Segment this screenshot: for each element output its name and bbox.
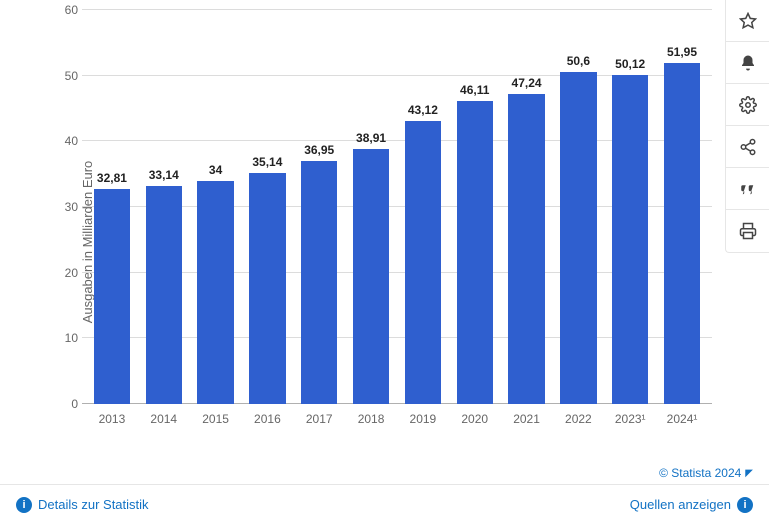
bar-slot: 50,12 xyxy=(604,10,656,404)
y-tick-label: 40 xyxy=(52,134,78,148)
bar[interactable] xyxy=(560,72,596,404)
bar-slot: 38,91 xyxy=(345,10,397,404)
y-tick-label: 20 xyxy=(52,266,78,280)
y-tick-label: 10 xyxy=(52,331,78,345)
info-icon: i xyxy=(16,497,32,513)
bar[interactable] xyxy=(353,149,389,405)
quote-icon xyxy=(739,180,757,198)
bar[interactable] xyxy=(457,101,493,404)
bar-value-label: 47,24 xyxy=(512,76,542,90)
bar-value-label: 32,81 xyxy=(97,171,127,185)
bar-slot: 36,95 xyxy=(293,10,345,404)
bar-slot: 35,14 xyxy=(241,10,293,404)
y-tick-label: 0 xyxy=(52,397,78,411)
bar-slot: 46,11 xyxy=(449,10,501,404)
x-tick-label: 2020 xyxy=(449,404,501,434)
y-tick-label: 30 xyxy=(52,200,78,214)
x-tick-label: 2017 xyxy=(293,404,345,434)
bar-value-label: 38,91 xyxy=(356,131,386,145)
bar-slot: 43,12 xyxy=(397,10,449,404)
bar-slot: 47,24 xyxy=(501,10,553,404)
info-icon: i xyxy=(737,497,753,513)
gear-icon xyxy=(739,96,757,114)
plot-area: 32,81 33,14 34 35,14 36,95 38,91 43,12 46,11 47,… xyxy=(52,10,712,434)
bar-slot: 34 xyxy=(190,10,242,404)
bar[interactable] xyxy=(249,173,285,404)
bar-value-label: 33,14 xyxy=(149,168,179,182)
bar[interactable] xyxy=(146,186,182,404)
notify-button[interactable] xyxy=(726,42,769,84)
bar-value-label: 50,12 xyxy=(615,57,645,71)
bar[interactable] xyxy=(664,63,700,404)
print-button[interactable] xyxy=(726,210,769,252)
bar-value-label: 51,95 xyxy=(667,45,697,59)
y-tick-label: 60 xyxy=(52,3,78,17)
bar[interactable] xyxy=(405,121,441,404)
y-tick-label: 50 xyxy=(52,69,78,83)
bar-value-label: 35,14 xyxy=(252,155,282,169)
brand-text: © Statista 2024 xyxy=(659,466,741,480)
share-icon xyxy=(739,138,757,156)
bar-value-label: 43,12 xyxy=(408,103,438,117)
cite-button[interactable] xyxy=(726,168,769,210)
bar-slot: 32,81 xyxy=(86,10,138,404)
x-tick-label: 2013 xyxy=(86,404,138,434)
sources-link[interactable]: Quellen anzeigen i xyxy=(630,497,753,513)
chart-toolbar xyxy=(725,0,769,253)
favorite-button[interactable] xyxy=(726,0,769,42)
bell-icon xyxy=(739,54,757,72)
x-tick-label: 2022 xyxy=(552,404,604,434)
bar-value-label: 34 xyxy=(209,163,222,177)
bar[interactable] xyxy=(612,75,648,404)
x-tick-label: 2024¹ xyxy=(656,404,708,434)
bar-value-label: 50,6 xyxy=(567,54,590,68)
bar-slot: 51,95 xyxy=(656,10,708,404)
print-icon xyxy=(739,222,757,240)
share-button[interactable] xyxy=(726,126,769,168)
details-link[interactable]: i Details zur Statistik xyxy=(16,497,149,513)
x-tick-label: 2023¹ xyxy=(604,404,656,434)
x-tick-label: 2015 xyxy=(190,404,242,434)
bar-value-label: 36,95 xyxy=(304,143,334,157)
bar[interactable] xyxy=(94,189,130,404)
bar-slot: 50,6 xyxy=(552,10,604,404)
chart-container: Ausgaben in Milliarden Euro 32,8133,1434… xyxy=(0,0,720,484)
bars-group: 32,81 33,14 34 35,14 36,95 38,91 43,12 46,11 47,… xyxy=(82,10,712,404)
details-label: Details zur Statistik xyxy=(38,497,149,512)
external-link-icon: ◤ xyxy=(745,468,753,479)
bar[interactable] xyxy=(508,94,544,404)
x-tick-label: 2018 xyxy=(345,404,397,434)
brand-attribution[interactable]: © Statista 2024 ◤ xyxy=(659,466,753,480)
bar-value-label: 46,11 xyxy=(460,83,489,97)
x-axis-labels: 2013201420152016201720182019202020212022… xyxy=(82,404,712,434)
x-tick-label: 2019 xyxy=(397,404,449,434)
bar[interactable] xyxy=(301,161,337,404)
bar-slot: 33,14 xyxy=(138,10,190,404)
x-tick-label: 2014 xyxy=(138,404,190,434)
bar[interactable] xyxy=(197,181,233,404)
chart-footer: i Details zur Statistik Quellen anzeigen… xyxy=(0,484,769,524)
sources-label: Quellen anzeigen xyxy=(630,497,731,512)
settings-button[interactable] xyxy=(726,84,769,126)
x-tick-label: 2021 xyxy=(501,404,553,434)
star-icon xyxy=(739,12,757,30)
x-tick-label: 2016 xyxy=(241,404,293,434)
